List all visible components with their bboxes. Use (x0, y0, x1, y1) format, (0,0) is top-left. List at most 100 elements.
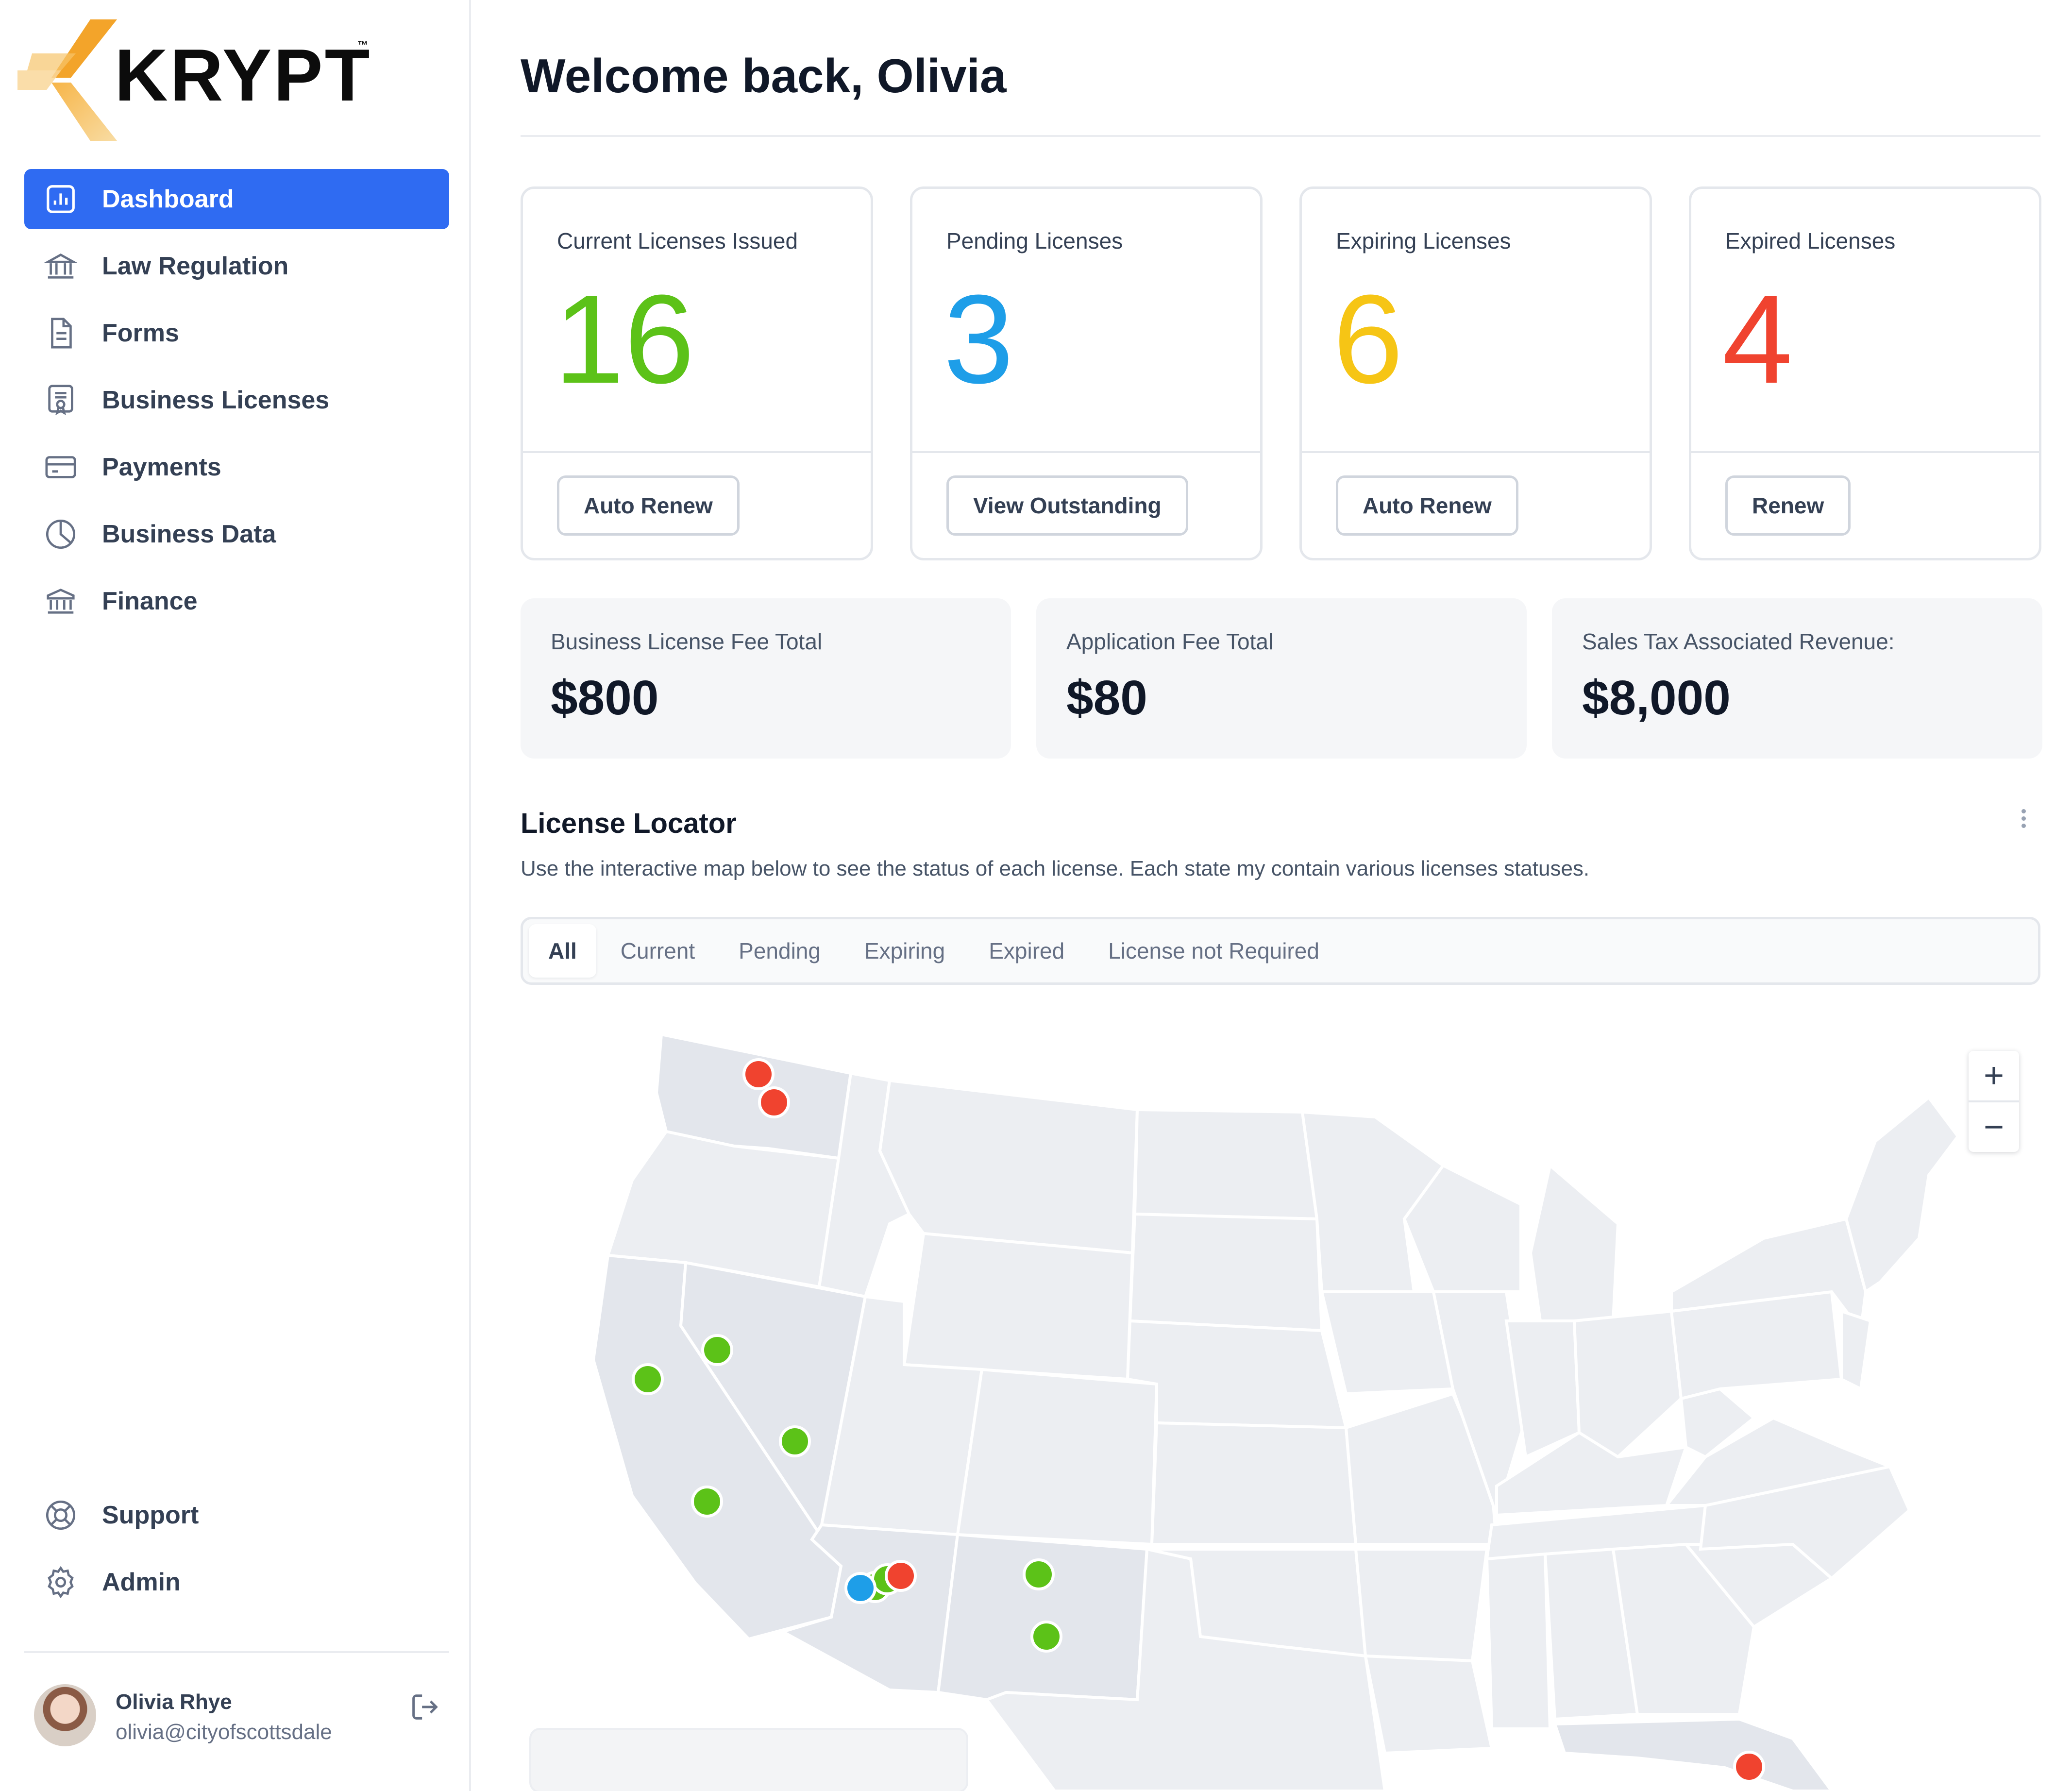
map-inset (529, 1728, 968, 1791)
state-arkansas (1354, 1548, 1489, 1663)
fee-label: Business License Fee Total (551, 629, 823, 654)
state-michigan (1529, 1163, 1620, 1322)
section-description: Use the interactive map below to see the… (521, 857, 1590, 880)
sidebar-item-business-licenses[interactable]: Business Licenses (24, 370, 449, 430)
map-marker-current (701, 1334, 733, 1366)
sidebar-item-forms[interactable]: Forms (24, 303, 449, 363)
sidebar-item-label: Dashboard (102, 185, 234, 213)
state-new-jersey (1840, 1309, 1872, 1391)
state-nebraska (1126, 1319, 1348, 1430)
state-texas (984, 1547, 1387, 1791)
certificate-icon (44, 383, 78, 417)
stat-label: Pending Licenses (946, 228, 1123, 253)
state-mississippi (1485, 1552, 1552, 1730)
map-marker-current (632, 1363, 664, 1395)
us-license-map[interactable] (521, 1020, 2040, 1791)
map-marker-expired (758, 1086, 790, 1118)
sidebar-item-admin[interactable]: Admin (24, 1552, 449, 1612)
stat-value: 16 (554, 269, 695, 410)
sidebar-item-label: Admin (102, 1568, 181, 1596)
zoom-out-button[interactable]: − (1983, 1108, 2005, 1147)
krypt-logo-mark (17, 19, 117, 141)
bar-chart-icon (44, 182, 78, 216)
sidebar-item-business-data[interactable]: Business Data (24, 504, 449, 564)
zoom-in-button[interactable]: + (1983, 1056, 2005, 1095)
map-marker-pending (844, 1572, 876, 1604)
stat-card-expiring-licenses: Expiring Licenses 6 Auto Renew (1299, 186, 1652, 560)
sidebar-item-payments[interactable]: Payments (24, 437, 449, 497)
sidebar-item-label: Forms (102, 319, 179, 347)
card-divider (1691, 451, 2039, 453)
user-email: olivia@cityofscottsdale (116, 1720, 332, 1744)
state-south-dakota (1128, 1212, 1324, 1333)
map-marker-current (691, 1486, 723, 1518)
state-kansas (1150, 1421, 1358, 1546)
stat-card-current-licenses: Current Licenses Issued 16 Auto Renew (521, 186, 873, 560)
logout-icon[interactable] (408, 1690, 442, 1724)
tab-expiring[interactable]: Expiring (864, 938, 945, 963)
sidebar-item-label: Law Regulation (102, 252, 289, 280)
sidebar-divider (24, 1651, 449, 1653)
card-divider (1302, 451, 1650, 453)
lifebuoy-icon (44, 1498, 78, 1532)
view-outstanding-button[interactable]: View Outstanding (946, 475, 1188, 536)
stat-card-pending-licenses: Pending Licenses 3 View Outstanding (910, 186, 1263, 560)
state-wyoming (902, 1232, 1134, 1381)
map-marker-expired (1733, 1751, 1765, 1783)
stat-label: Current Licenses Issued (557, 228, 798, 253)
tab-license-not-required[interactable]: License not Required (1108, 938, 1319, 963)
state-missouri (1344, 1392, 1499, 1546)
tab-pending[interactable]: Pending (739, 938, 821, 963)
tab-expired[interactable]: Expired (989, 938, 1065, 963)
state-wisconsin (1402, 1164, 1522, 1293)
stat-value: 4 (1722, 269, 1793, 410)
stat-label: Expired Licenses (1725, 228, 1896, 253)
fee-value: $8,000 (1582, 671, 1731, 725)
map-marker-expired (885, 1560, 917, 1592)
tab-current[interactable]: Current (620, 938, 695, 963)
state-new-england (1844, 1095, 1960, 1294)
card-divider (523, 451, 871, 453)
brand-name: KRYPT (115, 34, 372, 117)
tab-all[interactable]: All (529, 924, 596, 978)
sidebar-item-dashboard[interactable]: Dashboard (24, 169, 449, 229)
sidebar-item-label: Business Data (102, 520, 276, 548)
auto-renew-button[interactable]: Auto Renew (557, 475, 740, 536)
user-profile: Olivia Rhye olivia@cityofscottsdale (34, 1684, 452, 1752)
map-marker-current (1023, 1558, 1055, 1590)
sidebar-nav: Dashboard Law Regulation Forms Business … (24, 169, 449, 638)
stat-value: 6 (1333, 269, 1403, 410)
sidebar-item-law-regulation[interactable]: Law Regulation (24, 236, 449, 296)
page-title: Welcome back, Olivia (521, 49, 1007, 102)
state-new-york (1670, 1217, 1868, 1335)
state-minnesota (1300, 1110, 1446, 1293)
sidebar-item-finance[interactable]: Finance (24, 571, 449, 631)
state-iowa (1320, 1290, 1455, 1396)
sidebar-item-support[interactable]: Support (24, 1485, 449, 1545)
bank-building-icon (44, 249, 78, 283)
sidebar-bottom-nav: Support Admin (24, 1485, 449, 1619)
fee-label: Sales Tax Associated Revenue: (1582, 629, 1895, 654)
state-montana (878, 1079, 1139, 1255)
fee-value: $800 (551, 671, 659, 725)
header-divider (521, 135, 2040, 137)
trademark: ™ (357, 39, 368, 51)
map-marker-current (1030, 1621, 1062, 1653)
map-marker-expired (742, 1058, 775, 1090)
state-illinois (1432, 1290, 1528, 1520)
avatar[interactable] (34, 1684, 96, 1746)
section-title: License Locator (521, 808, 737, 839)
state-louisiana (1364, 1654, 1494, 1755)
sidebar-item-label: Payments (102, 453, 221, 481)
fee-card-application: Application Fee Total $80 (1036, 598, 1527, 759)
sidebar-item-label: Business Licenses (102, 386, 330, 414)
sidebar-item-label: Finance (102, 587, 198, 615)
fee-value: $80 (1066, 671, 1147, 725)
state-north-dakota (1133, 1108, 1319, 1221)
auto-renew-button[interactable]: Auto Renew (1336, 475, 1518, 536)
more-options-icon[interactable] (2016, 806, 2031, 835)
fee-card-sales-tax: Sales Tax Associated Revenue: $8,000 (1552, 598, 2042, 759)
krypt-logo[interactable]: KRYPT ™ (17, 19, 370, 141)
renew-button[interactable]: Renew (1725, 475, 1851, 536)
state-colorado (956, 1368, 1159, 1546)
